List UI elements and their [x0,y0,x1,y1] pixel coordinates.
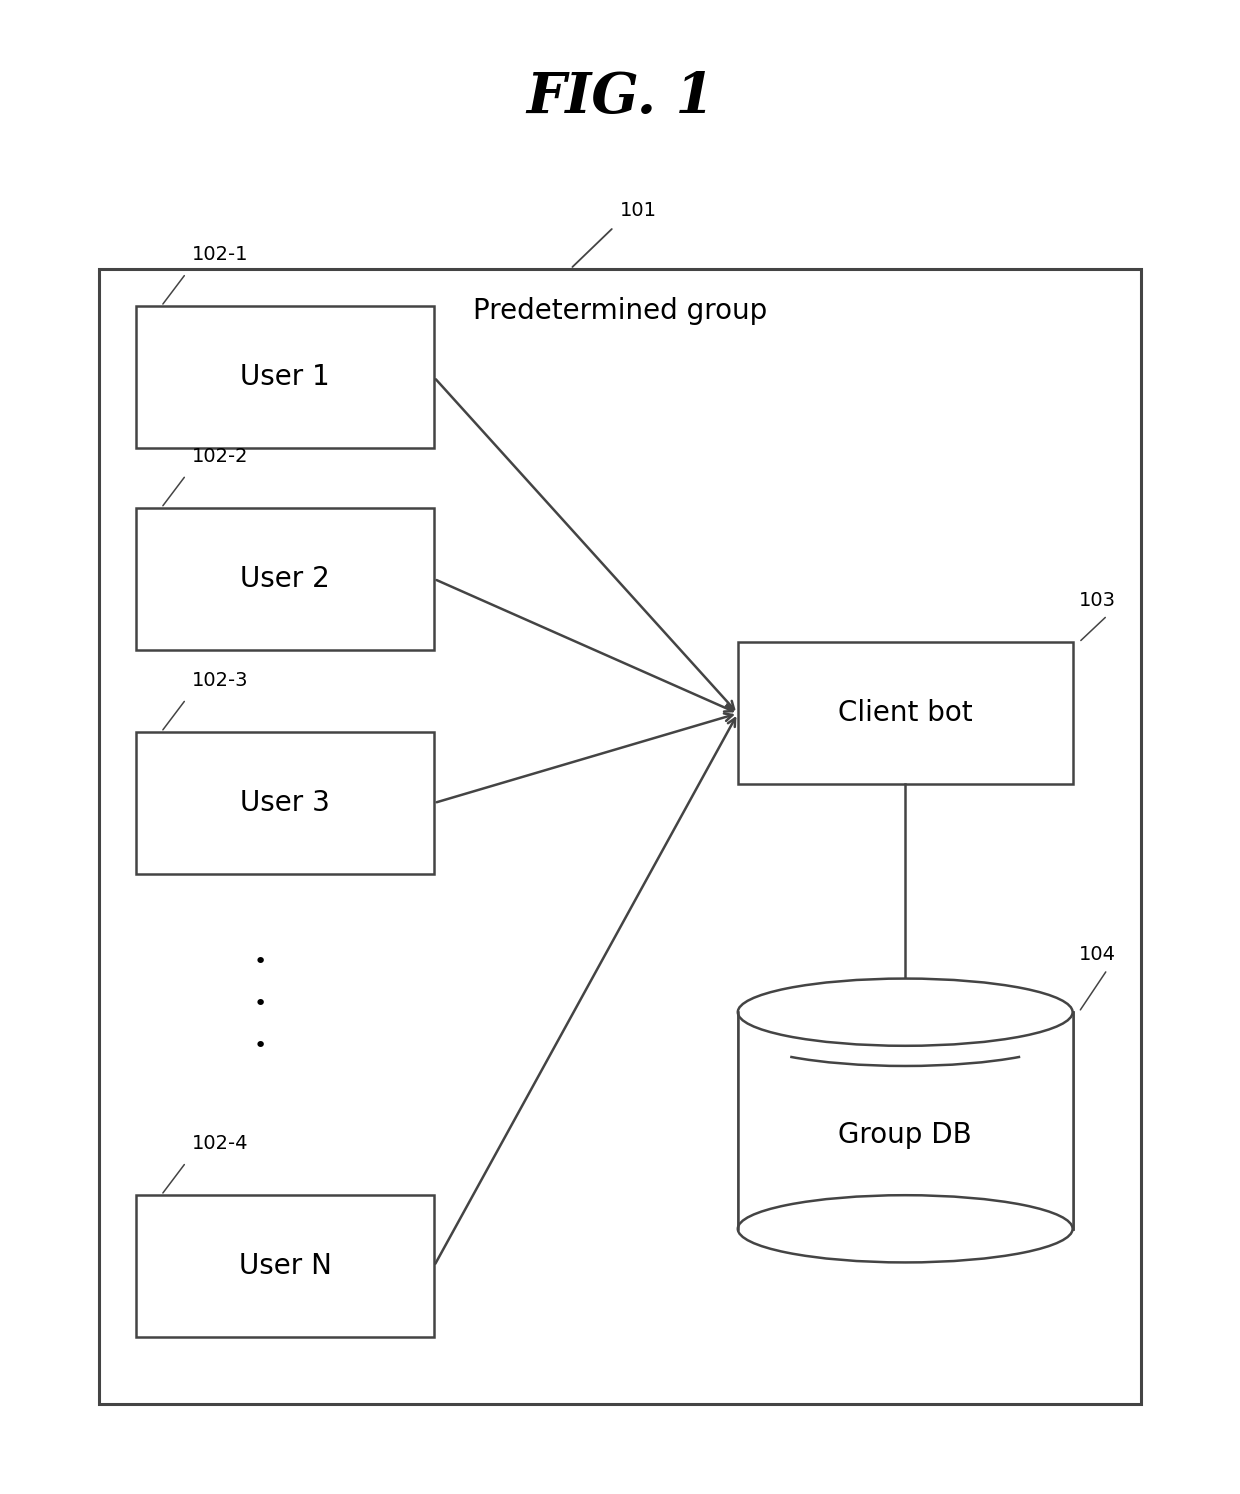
Text: User 3: User 3 [241,789,330,817]
Text: 103: 103 [1079,590,1116,610]
Bar [99,269,1141,1404]
Text: Client bot: Client bot [838,699,972,728]
Ellipse shape [738,1195,1073,1262]
Text: 102-1: 102-1 [192,245,249,264]
Text: Group DB: Group DB [838,1122,972,1149]
Bar [738,642,1073,784]
Text: •: • [254,994,267,1014]
Text: •: • [254,952,267,973]
Bar [738,1013,1073,1228]
Text: Predetermined group: Predetermined group [472,297,768,324]
Text: User 2: User 2 [241,565,330,593]
Text: 102-3: 102-3 [192,671,249,690]
Text: User N: User N [239,1252,331,1280]
Text: 102-2: 102-2 [192,447,249,466]
Text: •: • [254,1035,267,1056]
Text: 102-4: 102-4 [192,1134,249,1153]
Bar [136,1195,434,1337]
Text: 101: 101 [620,200,657,220]
Text: User 1: User 1 [241,363,330,391]
Bar [136,508,434,650]
Bar [136,306,434,448]
Text: FIG. 1: FIG. 1 [526,70,714,124]
Text: 104: 104 [1079,944,1116,964]
Ellipse shape [738,979,1073,1046]
Bar [136,732,434,874]
